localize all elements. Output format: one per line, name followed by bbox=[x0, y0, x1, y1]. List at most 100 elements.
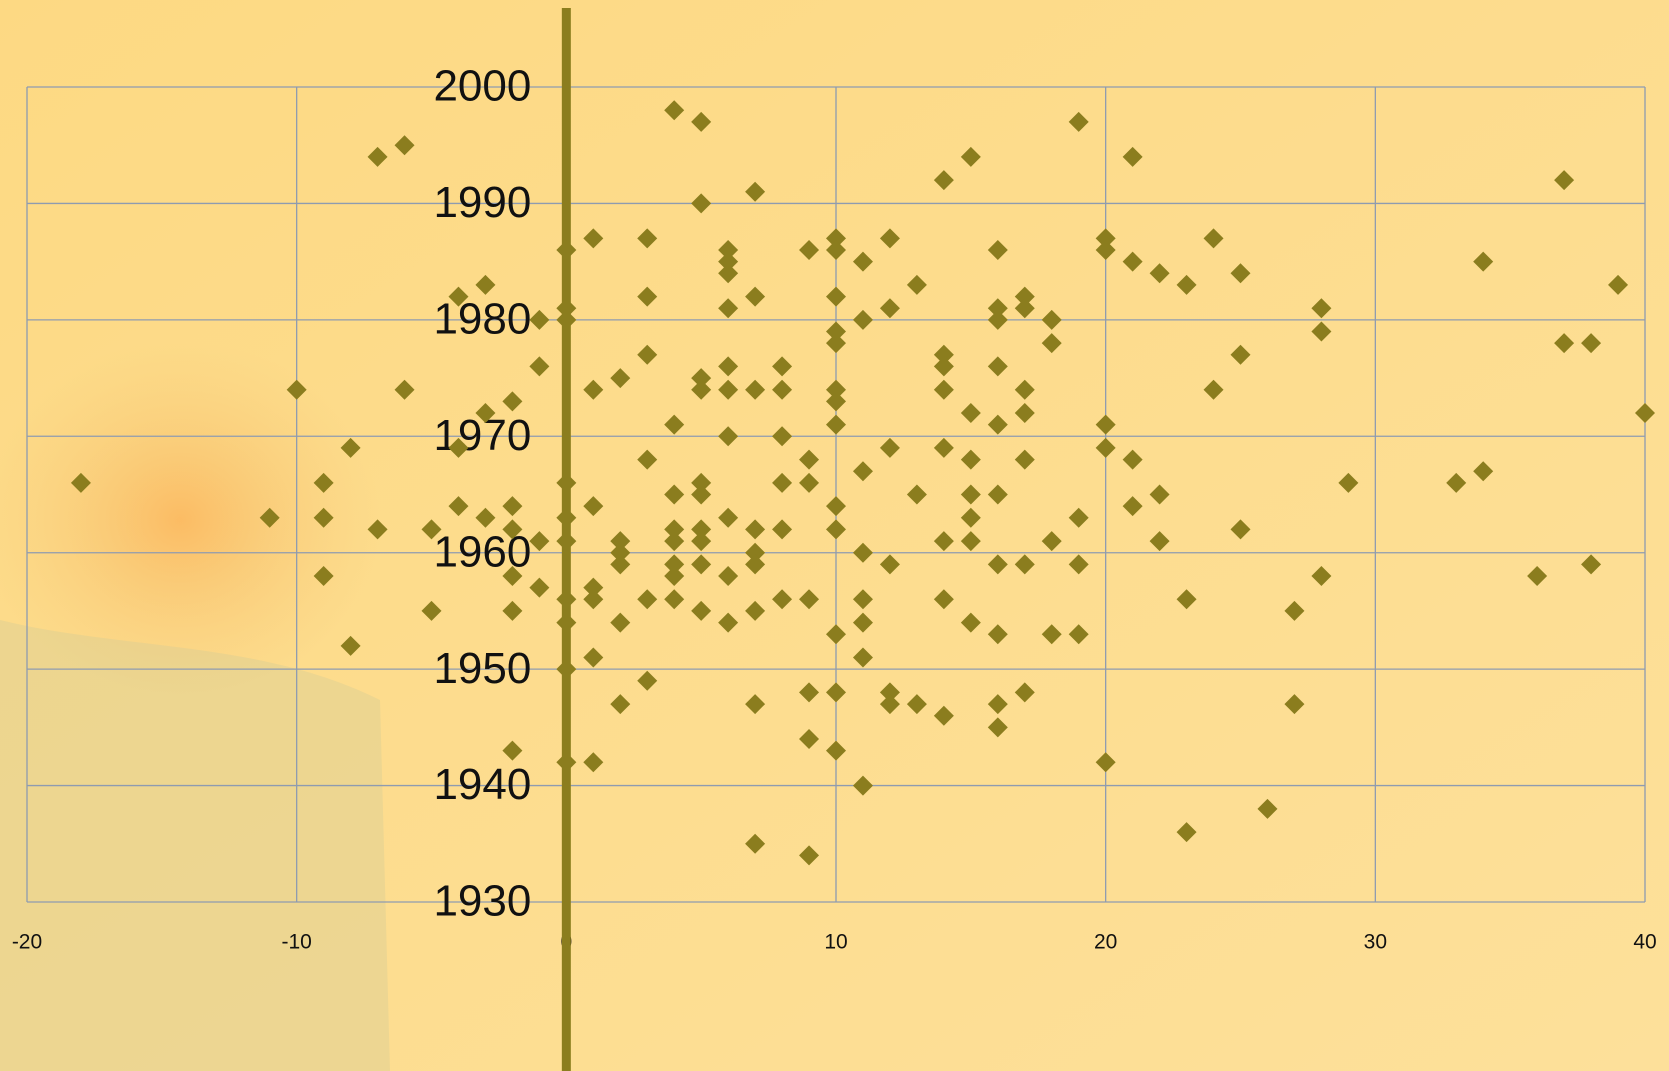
point bbox=[718, 379, 739, 400]
point bbox=[556, 309, 577, 330]
point bbox=[556, 531, 577, 552]
point bbox=[1608, 274, 1629, 295]
point bbox=[745, 286, 766, 307]
point bbox=[1014, 286, 1035, 307]
point bbox=[664, 100, 685, 121]
point bbox=[691, 472, 712, 493]
point bbox=[826, 391, 846, 412]
point bbox=[826, 519, 846, 540]
point bbox=[745, 833, 766, 854]
x-tick-label: -10 bbox=[281, 931, 311, 954]
point bbox=[1014, 298, 1035, 319]
point bbox=[745, 694, 766, 715]
point bbox=[1554, 333, 1575, 354]
point bbox=[394, 379, 415, 400]
point bbox=[556, 589, 577, 610]
point bbox=[1473, 251, 1494, 272]
point bbox=[1149, 531, 1170, 552]
point bbox=[1041, 624, 1062, 645]
point bbox=[879, 437, 900, 458]
point bbox=[691, 484, 712, 505]
point bbox=[475, 507, 496, 528]
point bbox=[610, 368, 631, 389]
point bbox=[933, 437, 954, 458]
point bbox=[421, 600, 442, 621]
point bbox=[259, 507, 280, 528]
point bbox=[1014, 682, 1035, 703]
point bbox=[852, 542, 873, 563]
point bbox=[664, 531, 685, 552]
point bbox=[70, 472, 91, 493]
point bbox=[718, 507, 739, 528]
point bbox=[1230, 263, 1251, 284]
point bbox=[799, 729, 820, 749]
point bbox=[879, 682, 900, 703]
point bbox=[826, 286, 846, 307]
point bbox=[691, 531, 712, 552]
point bbox=[906, 484, 927, 505]
point bbox=[502, 519, 523, 540]
point bbox=[1176, 822, 1197, 843]
point bbox=[826, 414, 846, 435]
point bbox=[637, 228, 658, 249]
point bbox=[852, 589, 873, 610]
point bbox=[691, 519, 712, 540]
point bbox=[583, 379, 604, 400]
point bbox=[826, 379, 846, 400]
x-tick-label: 30 bbox=[1364, 931, 1387, 954]
point bbox=[1176, 274, 1197, 295]
point bbox=[1338, 472, 1359, 493]
point bbox=[475, 274, 496, 295]
point bbox=[637, 589, 658, 610]
point bbox=[637, 449, 658, 470]
point bbox=[852, 309, 873, 330]
point bbox=[313, 507, 334, 528]
point bbox=[933, 589, 954, 610]
point bbox=[933, 356, 954, 377]
point bbox=[1149, 263, 1170, 284]
point bbox=[448, 437, 469, 458]
point bbox=[718, 251, 739, 272]
point bbox=[1122, 496, 1143, 517]
point bbox=[879, 554, 900, 575]
point bbox=[1230, 519, 1251, 540]
point bbox=[475, 403, 496, 423]
point bbox=[610, 531, 631, 552]
point bbox=[448, 496, 469, 517]
x-tick-label: 20 bbox=[1094, 931, 1117, 954]
point bbox=[987, 554, 1008, 575]
point bbox=[502, 391, 523, 412]
point bbox=[502, 496, 523, 517]
point bbox=[718, 426, 739, 447]
point bbox=[772, 426, 793, 447]
point bbox=[367, 519, 388, 540]
point bbox=[313, 472, 334, 493]
point bbox=[826, 682, 846, 703]
point bbox=[583, 228, 604, 249]
point bbox=[987, 309, 1008, 330]
point bbox=[583, 589, 604, 610]
point bbox=[933, 379, 954, 400]
point bbox=[987, 484, 1008, 505]
point bbox=[1149, 484, 1170, 505]
point bbox=[799, 589, 820, 610]
point bbox=[1554, 170, 1575, 191]
point bbox=[960, 146, 981, 167]
decor-body bbox=[0, 620, 390, 1071]
point bbox=[340, 437, 361, 458]
point bbox=[1176, 589, 1197, 610]
point bbox=[826, 496, 846, 517]
point bbox=[718, 240, 739, 260]
point bbox=[987, 694, 1008, 715]
point bbox=[852, 461, 873, 482]
point bbox=[583, 496, 604, 517]
point bbox=[421, 519, 442, 540]
point bbox=[583, 577, 604, 598]
point bbox=[879, 228, 900, 249]
point bbox=[610, 542, 631, 563]
y-tick-label: 1950 bbox=[433, 644, 531, 693]
point bbox=[691, 368, 712, 389]
point bbox=[826, 624, 846, 645]
point bbox=[448, 286, 469, 307]
point bbox=[1014, 449, 1035, 470]
